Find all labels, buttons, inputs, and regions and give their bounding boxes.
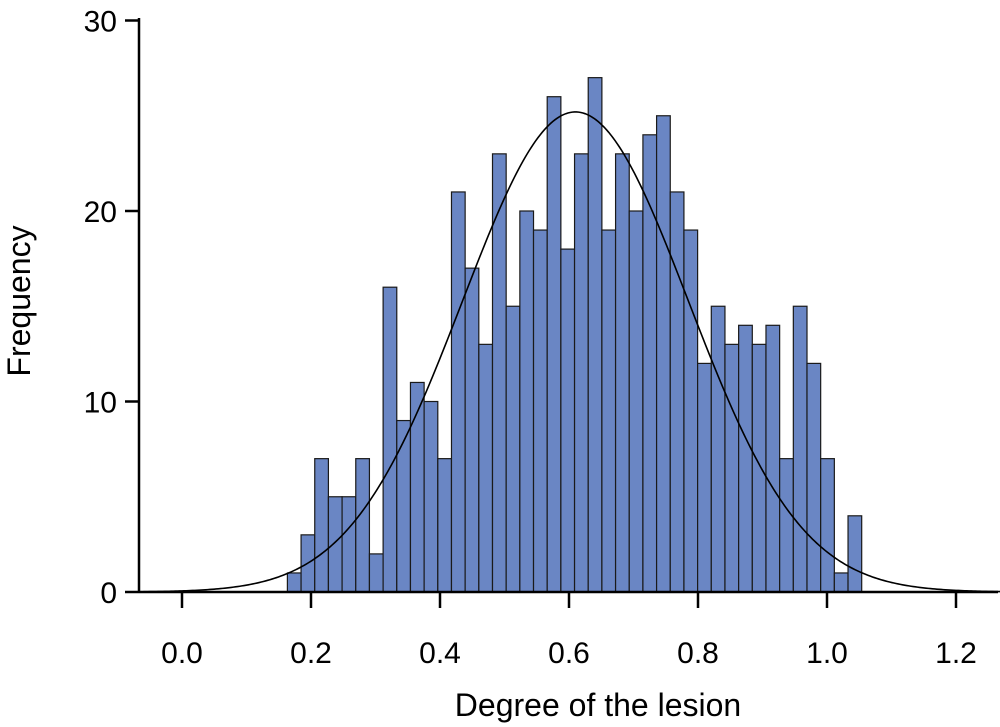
x-tick-label: 0.0 <box>161 637 203 670</box>
histogram-bar <box>806 362 822 593</box>
histogram-bar <box>450 191 466 593</box>
histogram-bar <box>505 305 521 593</box>
histogram-bar <box>820 458 835 593</box>
x-tick-label: 1.2 <box>935 637 977 670</box>
ticks-group: 0 10 20 30 0.0 0.2 0.4 0.6 0.8 1.0 1.2 <box>84 6 977 671</box>
histogram-bar <box>833 572 849 593</box>
histogram-bar <box>779 458 794 593</box>
bars-group <box>286 77 863 593</box>
histogram-bar <box>655 115 671 593</box>
histogram-bar <box>423 400 439 593</box>
histogram-bar <box>314 458 330 593</box>
y-tick-label: 10 <box>84 387 117 420</box>
y-tick-label: 20 <box>84 196 117 229</box>
x-tick-label: 0.2 <box>290 637 332 670</box>
histogram-bar <box>751 343 767 593</box>
histogram-bar <box>573 153 589 593</box>
histogram-bar <box>601 229 617 593</box>
histogram-bar <box>669 191 685 593</box>
histogram-bar <box>642 134 658 593</box>
histogram-bar <box>847 515 863 593</box>
histogram-bar <box>368 553 384 593</box>
histogram-bar <box>546 96 562 593</box>
histogram-bar <box>628 210 644 593</box>
histogram-bar <box>532 229 548 593</box>
x-tick-label: 0.8 <box>677 637 719 670</box>
histogram-bar <box>587 77 603 593</box>
histogram-bar <box>437 458 453 593</box>
normal-fit-curve <box>143 111 1000 593</box>
y-axis-label: Frequency <box>1 225 37 376</box>
x-axis-label: Degree of the lesion <box>455 687 741 723</box>
y-tick-label: 0 <box>100 577 117 610</box>
histogram-bar <box>683 229 699 593</box>
histogram-bar <box>724 343 740 593</box>
histogram-bar <box>355 458 371 593</box>
histogram-bar <box>327 496 343 593</box>
histogram-bar <box>697 362 712 593</box>
histogram-bar <box>765 324 781 593</box>
histogram-bar <box>286 572 302 593</box>
histogram-bar <box>710 305 726 593</box>
histogram-bar <box>614 153 630 593</box>
histogram-bar <box>560 248 576 593</box>
histogram-bar <box>341 496 357 593</box>
histogram-bar <box>382 286 398 593</box>
y-tick-label: 30 <box>84 6 117 39</box>
x-tick-label: 0.6 <box>548 637 590 670</box>
histogram-bar <box>478 343 494 593</box>
histogram-bar <box>792 305 808 593</box>
histogram-bar <box>519 210 535 593</box>
histogram-bar <box>396 419 412 593</box>
histogram-bar <box>464 267 480 593</box>
x-tick-label: 0.4 <box>419 637 461 670</box>
x-tick-label: 1.0 <box>806 637 848 670</box>
histogram-bar <box>738 324 753 593</box>
